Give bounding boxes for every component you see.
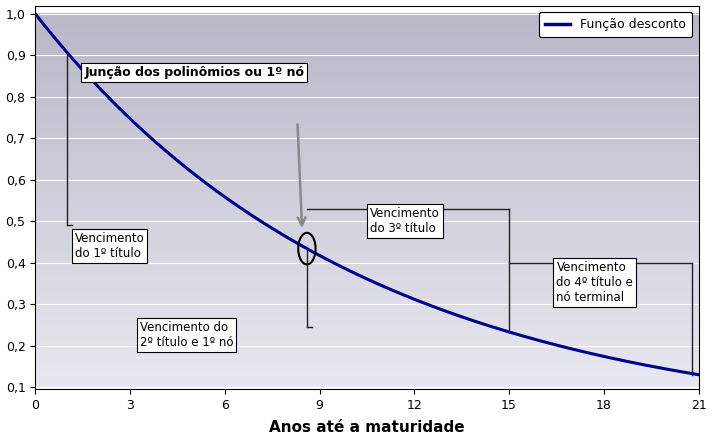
Text: Vencimento
do 3º título: Vencimento do 3º título [370, 207, 440, 235]
Text: Junção dos polinômios ou 1º nó: Junção dos polinômios ou 1º nó [84, 66, 304, 79]
Text: Vencimento
do 1º título: Vencimento do 1º título [75, 232, 145, 260]
X-axis label: Anos até a maturidade: Anos até a maturidade [269, 420, 465, 435]
Text: Vencimento do
2º título e 1º nó: Vencimento do 2º título e 1º nó [140, 321, 233, 349]
Text: Vencimento
do 4º título e
nó terminal: Vencimento do 4º título e nó terminal [557, 261, 633, 304]
Legend: Função desconto: Função desconto [539, 12, 692, 37]
